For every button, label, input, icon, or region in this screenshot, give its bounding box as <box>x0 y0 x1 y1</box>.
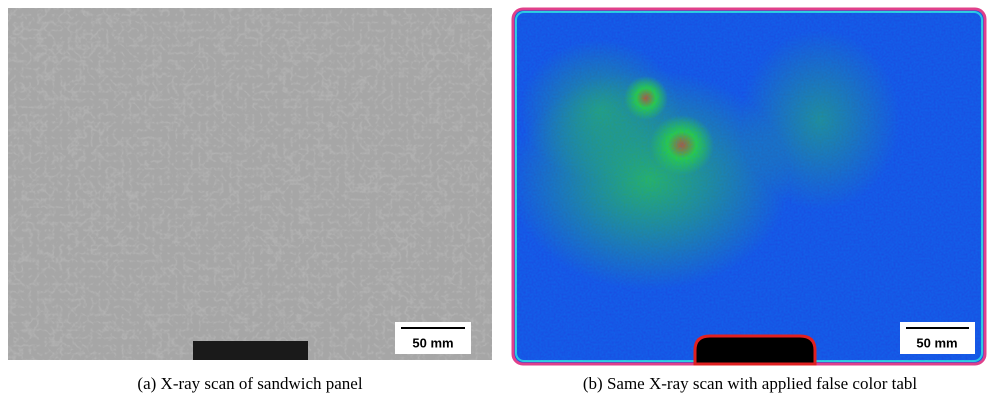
scale-label: 50 mm <box>916 335 957 350</box>
caption: (b) Same X-ray scan with applied false c… <box>583 374 917 393</box>
noise <box>516 12 982 361</box>
panel-b: 50 mm (b) Same X-ray scan with applied f… <box>510 9 985 393</box>
xray-texture <box>8 8 492 360</box>
clamp <box>193 341 308 360</box>
figure: 50 mm (a) X-ray scan of sandwich panel 5… <box>0 0 987 403</box>
caption: (a) X-ray scan of sandwich panel <box>137 374 362 393</box>
clamp <box>695 336 815 364</box>
scale-label: 50 mm <box>412 335 453 350</box>
panel-a: 50 mm (a) X-ray scan of sandwich panel <box>8 8 492 393</box>
page: 50 mm (a) X-ray scan of sandwich panel 5… <box>0 0 987 403</box>
